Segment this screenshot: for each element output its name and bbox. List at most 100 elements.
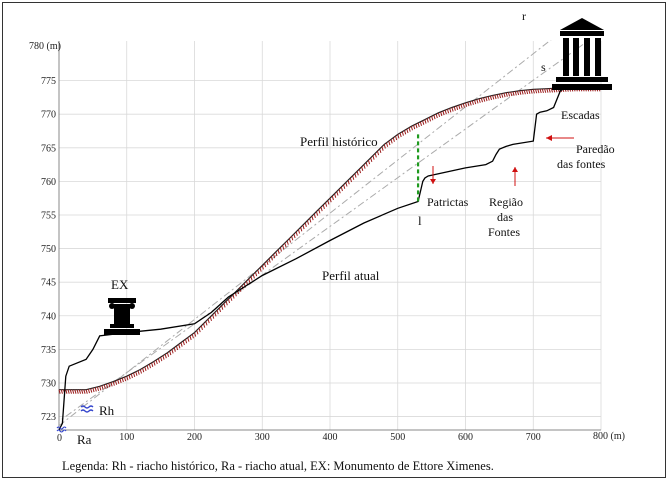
legend: Legenda: Rh - riacho histórico, Ra - ria… xyxy=(62,459,494,473)
historic-hatch xyxy=(166,352,170,357)
historic-hatch xyxy=(370,157,373,163)
historic-hatch xyxy=(151,362,154,367)
historic-hatch xyxy=(492,95,495,100)
historic-hatch xyxy=(397,134,400,139)
x-tick-label: 500 xyxy=(390,432,405,443)
historic-hatch xyxy=(99,386,102,391)
historic-hatch xyxy=(469,101,472,106)
y-tick-label: 730 xyxy=(41,378,56,389)
label-regiao-2: das xyxy=(497,210,513,224)
y-tick-label: 735 xyxy=(41,345,56,356)
label-perfil-historico: Perfil histórico xyxy=(300,134,378,149)
historic-hatch xyxy=(322,204,325,210)
historic-hatch xyxy=(126,376,129,381)
historic-hatch xyxy=(81,389,84,394)
historic-hatch xyxy=(437,112,441,117)
historic-hatch xyxy=(110,382,113,387)
historic-hatch xyxy=(160,356,163,362)
historic-hatch xyxy=(410,126,413,131)
historic-hatch xyxy=(108,383,111,388)
y-tick-label: 765 xyxy=(41,143,56,154)
historic-hatch xyxy=(300,227,303,232)
label-ex: EX xyxy=(111,277,129,292)
historic-hatch xyxy=(313,213,316,219)
historic-hatch xyxy=(180,342,183,347)
annotation-marks xyxy=(416,134,574,202)
historic-hatch xyxy=(266,260,269,266)
historic-hatch xyxy=(155,359,158,365)
historic-hatch xyxy=(352,175,355,180)
historic-hatch xyxy=(117,379,120,384)
historic-hatch xyxy=(417,122,420,128)
historic-profile xyxy=(58,86,601,394)
historic-hatch xyxy=(503,92,506,98)
historic-hatch xyxy=(519,90,522,95)
historic-hatch xyxy=(78,389,82,394)
historic-hatch xyxy=(392,137,395,142)
historic-hatch xyxy=(483,97,486,102)
historic-hatch xyxy=(501,93,504,98)
historic-hatch xyxy=(273,254,276,259)
historic-hatch xyxy=(69,389,72,394)
historic-hatch xyxy=(148,364,152,369)
historic-hatch xyxy=(374,153,377,158)
historic-hatch xyxy=(83,389,86,394)
historic-hatch xyxy=(103,384,106,389)
historic-hatch xyxy=(399,132,402,138)
historic-hatch xyxy=(528,89,531,94)
historic-hatch xyxy=(112,381,115,386)
historic-hatch xyxy=(270,256,273,261)
historic-hatch xyxy=(207,318,210,324)
historic-hatch xyxy=(248,278,251,283)
historic-hatch xyxy=(293,233,296,239)
historic-hatch xyxy=(252,274,255,279)
historic-hatch xyxy=(550,88,553,93)
historic-hatch xyxy=(92,387,95,393)
historic-hatch xyxy=(413,125,416,130)
historic-hatch xyxy=(85,389,88,394)
label-escadas: Escadas xyxy=(561,108,600,122)
historic-hatch xyxy=(320,206,323,212)
x-tick-label: 400 xyxy=(323,432,338,443)
historic-hatch xyxy=(153,361,156,366)
historic-hatch xyxy=(363,164,366,169)
historic-hatch xyxy=(356,171,359,176)
label-perfil-atual: Perfil atual xyxy=(322,268,380,283)
label-ra: Ra xyxy=(77,432,92,447)
historic-hatch xyxy=(496,94,499,99)
historic-hatch xyxy=(196,330,199,335)
historic-hatch xyxy=(164,354,167,359)
historic-hatch xyxy=(209,316,212,322)
historic-hatch xyxy=(277,249,280,254)
historic-hatch xyxy=(284,242,287,248)
historic-hatch xyxy=(408,127,411,132)
historic-hatch xyxy=(487,96,490,101)
historic-hatch xyxy=(381,146,384,151)
historic-hatch xyxy=(90,388,93,393)
historic-hatch xyxy=(523,90,526,95)
historic-hatch xyxy=(114,380,118,385)
historic-hatch xyxy=(291,236,294,241)
historic-hatch xyxy=(65,389,68,394)
historic-hatch xyxy=(144,366,147,371)
historic-hatch xyxy=(338,189,341,194)
historic-hatch xyxy=(173,347,176,352)
historic-hatch xyxy=(60,389,63,394)
historic-hatch xyxy=(178,344,181,349)
label-regiao-3: Fontes xyxy=(488,225,520,239)
monument-icon xyxy=(104,298,140,335)
historic-hatch xyxy=(401,131,404,136)
y-tick-label: 770 xyxy=(41,110,56,121)
historic-hatch xyxy=(431,116,434,121)
historic-hatch xyxy=(94,387,97,392)
historic-hatch xyxy=(212,314,215,319)
historic-hatch xyxy=(336,191,339,196)
historic-hatch xyxy=(539,88,542,94)
reference-line-r xyxy=(59,40,552,427)
historic-hatch xyxy=(440,111,443,117)
historic-hatch xyxy=(376,151,380,156)
historic-hatch xyxy=(146,365,149,370)
historic-hatch xyxy=(354,173,357,178)
historic-hatch xyxy=(58,389,61,394)
